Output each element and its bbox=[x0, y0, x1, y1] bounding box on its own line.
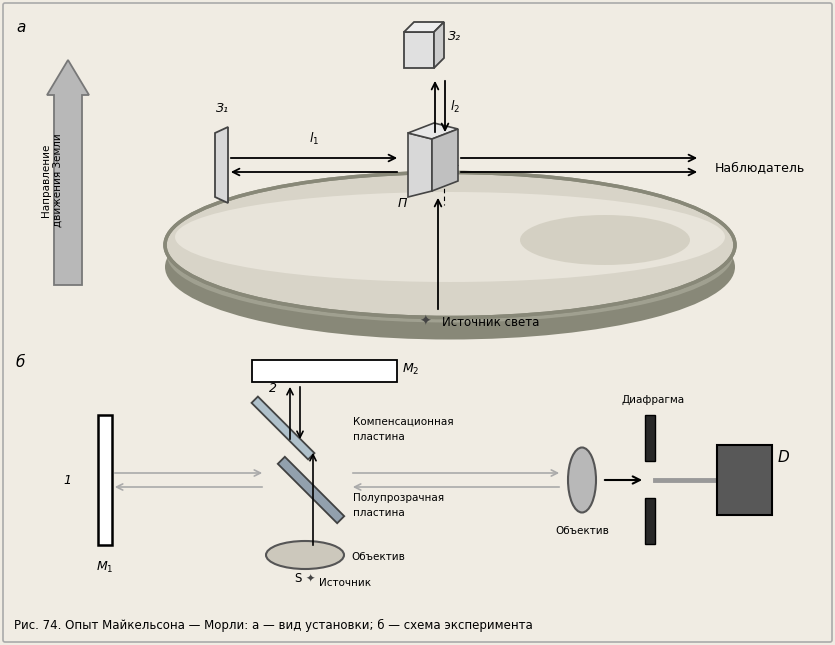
Bar bbox=[645, 415, 655, 461]
Text: $D$: $D$ bbox=[777, 449, 790, 465]
Text: б: б bbox=[16, 355, 25, 370]
Text: Объектив: Объектив bbox=[351, 552, 405, 562]
Bar bbox=[252, 360, 397, 382]
Text: Диафрагма: Диафрагма bbox=[621, 395, 685, 405]
Text: З₂: З₂ bbox=[448, 30, 461, 43]
FancyArrow shape bbox=[47, 60, 89, 285]
Text: $M_2$: $M_2$ bbox=[402, 361, 419, 377]
Bar bbox=[645, 498, 655, 544]
Text: Рис. 74. Опыт Майкельсона — Морли: a — вид установки; б — схема эксперимента: Рис. 74. Опыт Майкельсона — Морли: a — в… bbox=[14, 619, 533, 631]
Text: ✦: ✦ bbox=[306, 574, 316, 584]
Text: пластина: пластина bbox=[353, 432, 405, 442]
Text: 1: 1 bbox=[63, 473, 71, 486]
Text: Источник: Источник bbox=[319, 578, 371, 588]
Ellipse shape bbox=[175, 192, 725, 282]
Text: Полупрозрачная: Полупрозрачная bbox=[353, 493, 444, 503]
Ellipse shape bbox=[165, 195, 735, 339]
Polygon shape bbox=[434, 22, 444, 68]
Ellipse shape bbox=[568, 448, 596, 513]
Text: З₁: З₁ bbox=[215, 102, 229, 115]
Polygon shape bbox=[408, 133, 432, 197]
Bar bbox=[98, 415, 112, 545]
FancyBboxPatch shape bbox=[3, 3, 832, 642]
Text: П: П bbox=[397, 197, 407, 210]
Text: Объектив: Объектив bbox=[555, 526, 609, 536]
Ellipse shape bbox=[167, 188, 733, 322]
Polygon shape bbox=[404, 22, 444, 32]
Ellipse shape bbox=[520, 215, 690, 265]
Bar bbox=[717, 445, 772, 515]
Text: $M_1$: $M_1$ bbox=[96, 560, 114, 575]
Polygon shape bbox=[215, 127, 228, 203]
Text: Компенсационная: Компенсационная bbox=[353, 417, 453, 427]
Text: 2: 2 bbox=[269, 382, 277, 395]
Ellipse shape bbox=[266, 541, 344, 569]
Text: $l_1$: $l_1$ bbox=[309, 131, 319, 147]
Text: пластина: пластина bbox=[353, 508, 405, 518]
Ellipse shape bbox=[165, 172, 735, 317]
Polygon shape bbox=[404, 32, 434, 68]
Text: а: а bbox=[16, 20, 25, 35]
Polygon shape bbox=[408, 123, 458, 139]
Text: Наблюдатель: Наблюдатель bbox=[715, 161, 805, 175]
Text: Источник света: Источник света bbox=[442, 315, 539, 328]
Text: ✦: ✦ bbox=[419, 315, 431, 329]
Text: S: S bbox=[295, 573, 302, 586]
Polygon shape bbox=[432, 129, 458, 191]
Polygon shape bbox=[278, 457, 344, 523]
Text: $l_2$: $l_2$ bbox=[450, 99, 460, 115]
Polygon shape bbox=[251, 397, 315, 459]
Text: Направление
движения Земли: Направление движения Земли bbox=[41, 133, 63, 227]
